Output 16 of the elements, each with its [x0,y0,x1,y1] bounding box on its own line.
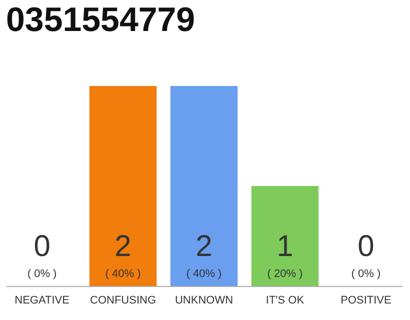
x-tick-label: UNKNOWN [174,294,234,306]
annotation: ( 0% ) [351,268,381,280]
x-tick-label: IT'S OK [266,294,305,306]
data-label: 0 [34,230,50,263]
annotation: ( 0% ) [27,268,57,280]
data-label: 2 [196,230,212,263]
annotation: ( 40% ) [105,268,141,280]
data-label: 0 [358,230,374,263]
annotation: ( 40% ) [186,268,222,280]
x-tick-label: CONFUSING [90,294,156,306]
annotation: ( 20% ) [267,268,303,280]
x-tick-label: POSITIVE [340,294,392,306]
data-label: 1 [276,230,294,263]
chart-title: 0351554779 [6,1,196,39]
data-label: 2 [114,230,132,263]
x-tick-label: NEGATIVE [14,294,70,306]
